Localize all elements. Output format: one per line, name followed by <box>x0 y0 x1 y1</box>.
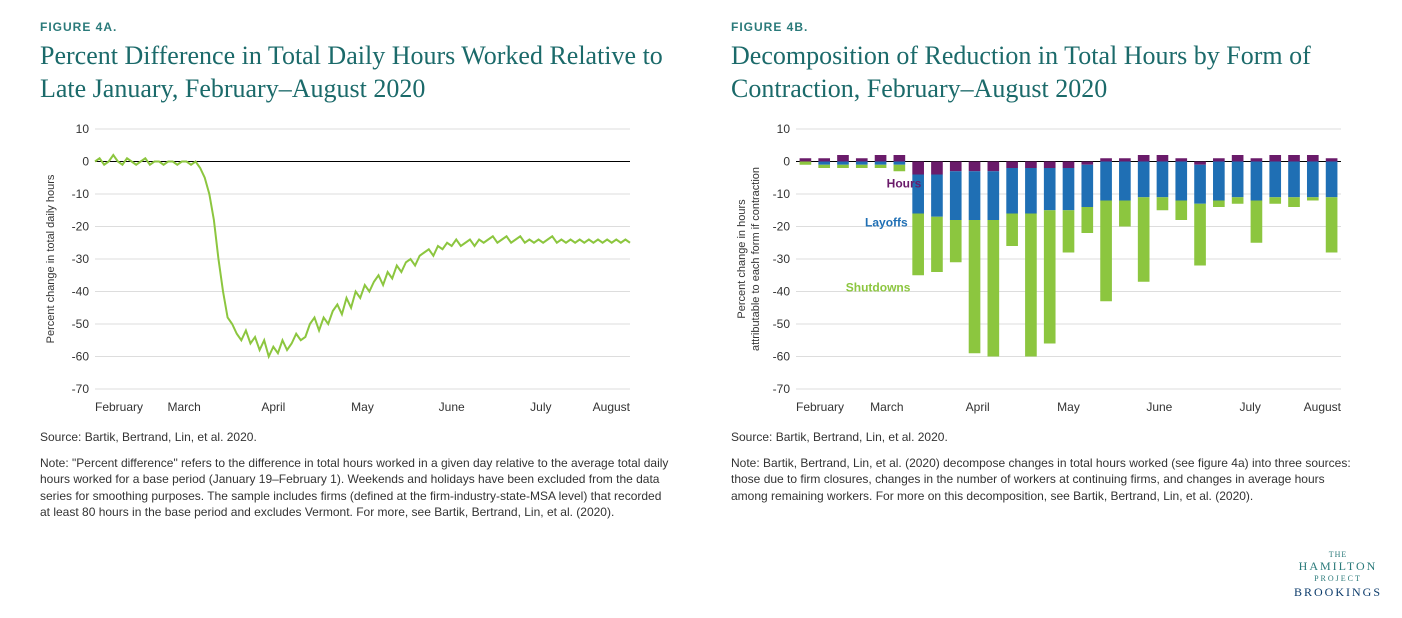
svg-text:-30: -30 <box>773 252 791 266</box>
figure-row: FIGURE 4A. Percent Difference in Total D… <box>40 20 1362 520</box>
figure-4a-source: Source: Bartik, Bertrand, Lin, et al. 20… <box>40 429 671 445</box>
svg-text:June: June <box>439 400 465 414</box>
logo-block: THE HAMILTON PROJECT BROOKINGS <box>1294 550 1382 600</box>
svg-text:0: 0 <box>82 155 89 169</box>
svg-text:Shutdowns: Shutdowns <box>846 281 911 295</box>
svg-text:February: February <box>95 400 143 414</box>
svg-text:-60: -60 <box>773 350 791 364</box>
figure-4a-svg: -70 -60 -50 -40 -30 -20 -10 0 10 Percent change i… <box>40 119 640 419</box>
svg-text:August: August <box>1304 400 1342 414</box>
figure-4a-note: Note: "Percent difference" refers to the… <box>40 455 671 520</box>
svg-text:Percent change in total daily: Percent change in total daily hours <box>45 174 57 343</box>
figure-4b-note: Note: Bartik, Bertrand, Lin, et al. (202… <box>731 455 1362 504</box>
svg-text:10: 10 <box>76 122 90 136</box>
svg-text:Layoffs: Layoffs <box>865 216 908 230</box>
svg-text:-60: -60 <box>72 350 90 364</box>
figure-4a-label: FIGURE 4A. <box>40 20 671 34</box>
hamilton-the: THE <box>1294 550 1382 559</box>
figure-4b-source: Source: Bartik, Bertrand, Lin, et al. 20… <box>731 429 1362 445</box>
svg-text:-10: -10 <box>72 187 90 201</box>
svg-text:-20: -20 <box>72 220 90 234</box>
svg-text:July: July <box>530 400 551 414</box>
svg-text:April: April <box>261 400 285 414</box>
svg-text:10: 10 <box>777 122 791 136</box>
svg-text:-70: -70 <box>72 382 90 396</box>
figure-4b-svg: -70 -60 -50 -40 -30 -20 -10 0 10 Percent change i… <box>731 119 1351 419</box>
svg-text:-10: -10 <box>773 187 791 201</box>
figure-4a-title: Percent Difference in Total Daily Hours … <box>40 40 671 105</box>
svg-text:attributable to each form if c: attributable to each form if contraction <box>750 167 762 351</box>
hamilton-project: PROJECT <box>1294 574 1382 583</box>
brookings-logo: BROOKINGS <box>1294 585 1382 600</box>
svg-text:April: April <box>966 400 990 414</box>
figure-4b: FIGURE 4B. Decomposition of Reduction in… <box>731 20 1362 520</box>
svg-text:June: June <box>1146 400 1172 414</box>
figure-4b-label: FIGURE 4B. <box>731 20 1362 34</box>
svg-text:July: July <box>1239 400 1260 414</box>
svg-text:-30: -30 <box>72 252 90 266</box>
svg-text:-20: -20 <box>773 220 791 234</box>
svg-text:0: 0 <box>783 155 790 169</box>
svg-text:-40: -40 <box>72 285 90 299</box>
figure-4a-chart: -70 -60 -50 -40 -30 -20 -10 0 10 Percent change i… <box>40 119 671 419</box>
figure-4b-chart: -70 -60 -50 -40 -30 -20 -10 0 10 Percent change i… <box>731 119 1362 419</box>
svg-text:March: March <box>870 400 903 414</box>
figure-4a: FIGURE 4A. Percent Difference in Total D… <box>40 20 671 520</box>
svg-text:-40: -40 <box>773 285 791 299</box>
svg-text:-70: -70 <box>773 382 791 396</box>
svg-text:Hours: Hours <box>887 177 922 191</box>
svg-text:March: March <box>167 400 200 414</box>
svg-text:August: August <box>593 400 631 414</box>
svg-text:May: May <box>1057 400 1080 414</box>
figure-4b-title: Decomposition of Reduction in Total Hour… <box>731 40 1362 105</box>
svg-text:February: February <box>796 400 844 414</box>
svg-text:Percent change in hours: Percent change in hours <box>736 199 748 319</box>
svg-text:-50: -50 <box>773 317 791 331</box>
hamilton-text: HAMILTON <box>1299 559 1378 573</box>
hamilton-logo: THE HAMILTON PROJECT <box>1294 550 1382 583</box>
svg-text:-50: -50 <box>72 317 90 331</box>
svg-text:May: May <box>351 400 374 414</box>
